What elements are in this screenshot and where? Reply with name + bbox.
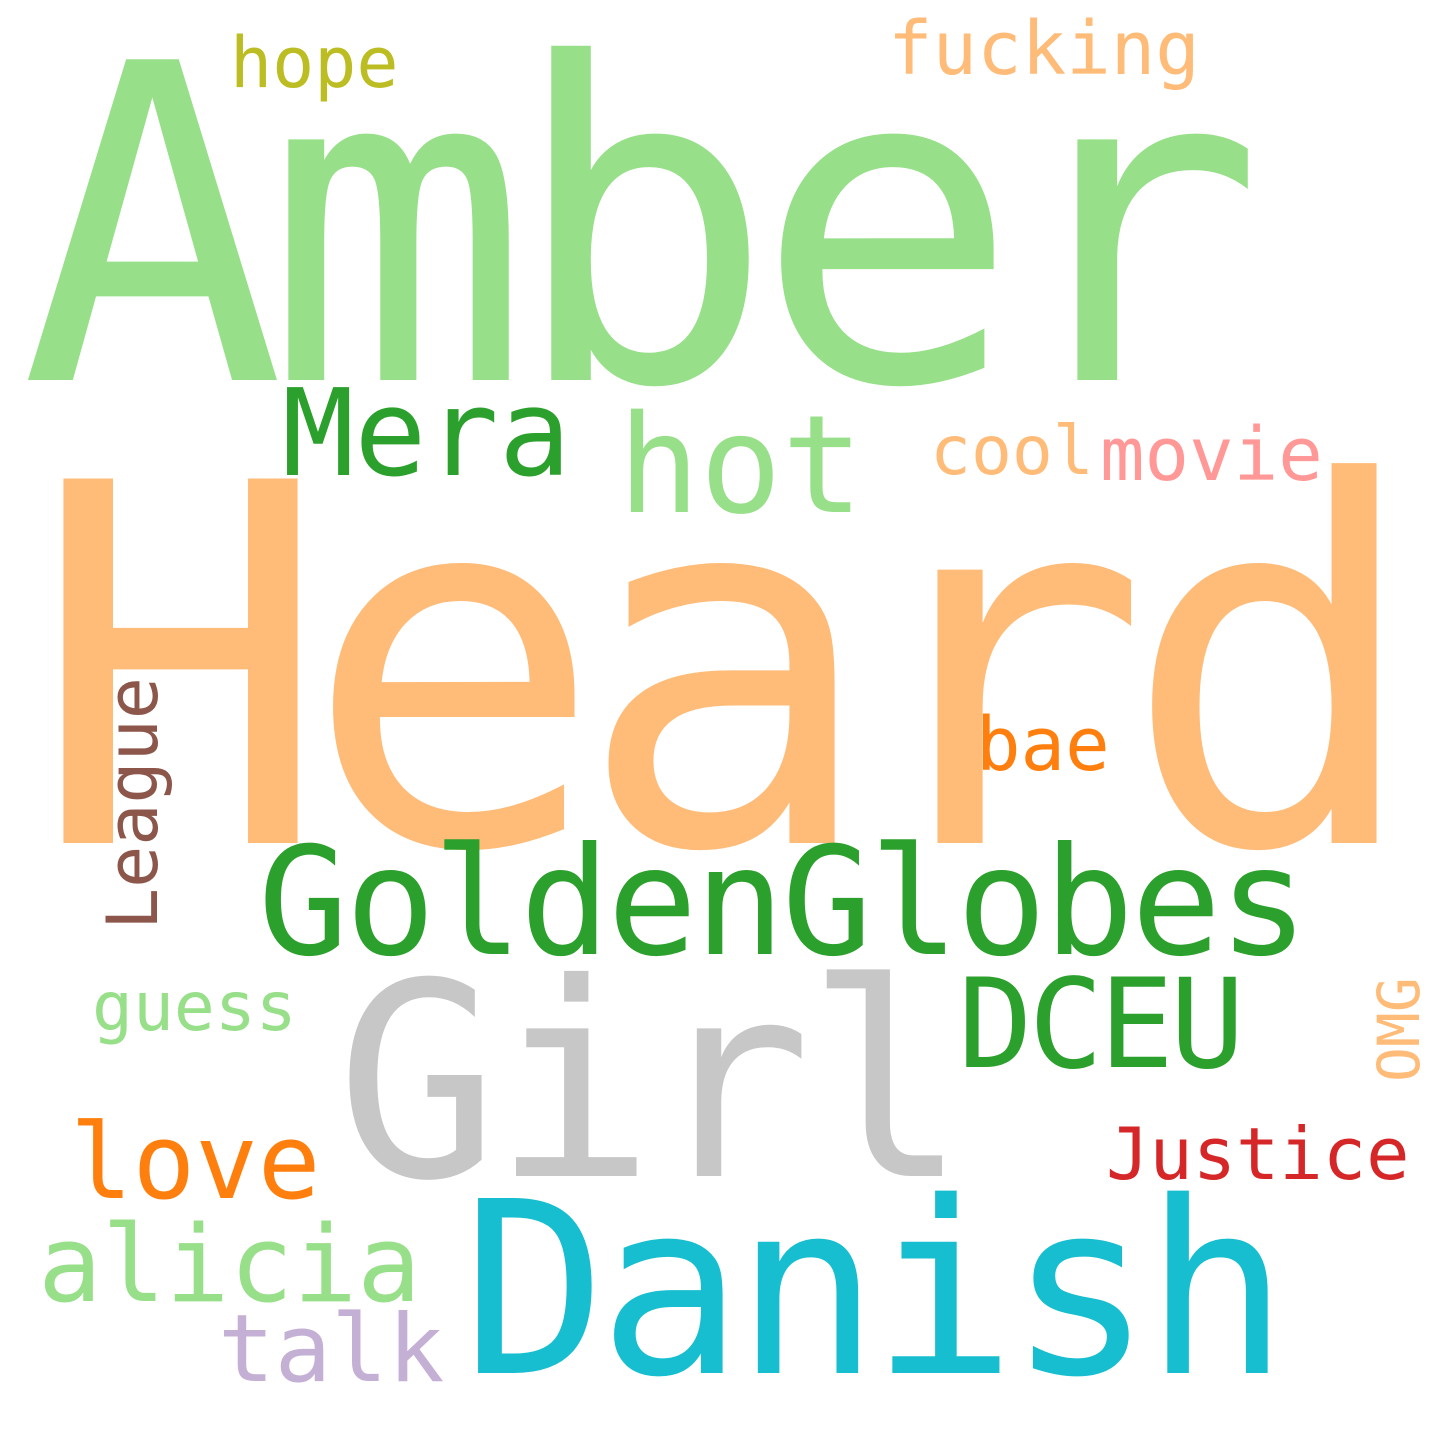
word-dceu: DCEU	[958, 953, 1245, 1097]
word-cool: cool	[930, 412, 1094, 491]
word-guess: guess	[92, 968, 297, 1047]
word-omg: OMG	[1365, 977, 1433, 1082]
word-love: love	[70, 1101, 321, 1223]
word-goldenglobes: GoldenGlobes	[258, 816, 1309, 990]
word-fucking: fucking	[888, 6, 1200, 92]
word-movie: movie	[1100, 412, 1323, 498]
word-justice: Justice	[1106, 1112, 1410, 1196]
word-hope: hope	[230, 22, 399, 104]
word-mera: Mera	[282, 365, 571, 504]
word-amber: Amber	[20, 0, 1265, 484]
word-hot: hot	[618, 387, 864, 545]
word-danish: Danish	[462, 1150, 1289, 1430]
word-alicia: alicia	[38, 1203, 421, 1326]
word-girl: Girl	[336, 925, 968, 1240]
word-heard: Heard	[30, 379, 1423, 961]
word-league: League	[92, 677, 174, 930]
word-talk: talk	[218, 1295, 445, 1404]
word-bae: bae	[976, 702, 1110, 788]
